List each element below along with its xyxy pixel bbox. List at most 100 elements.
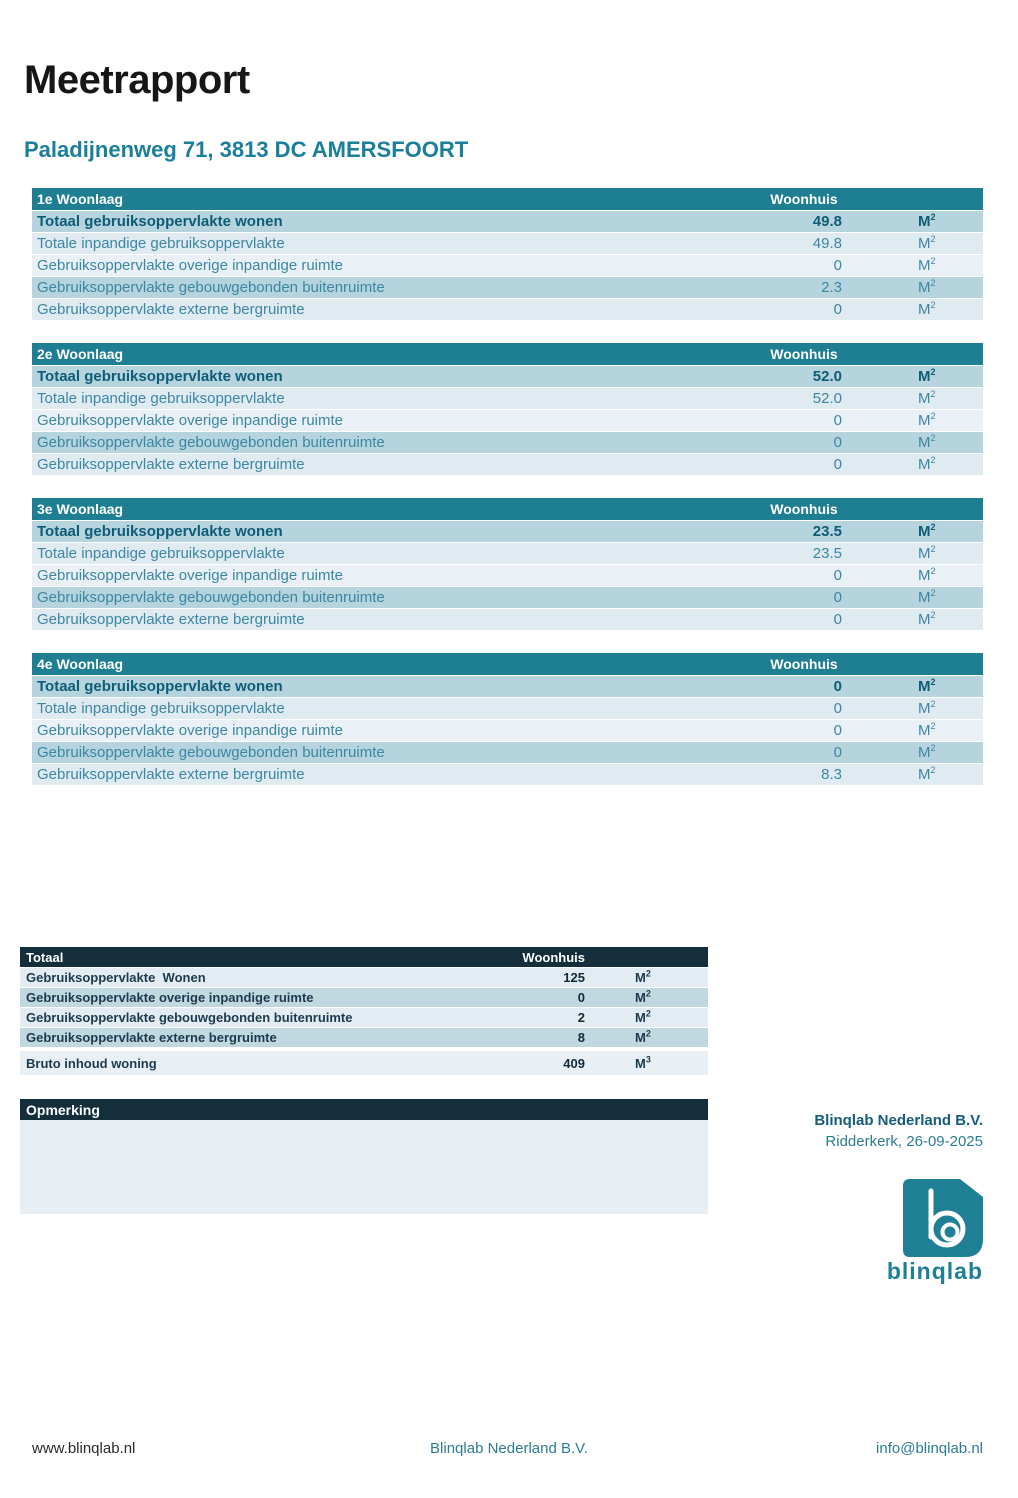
- row-label: Totale inpandige gebruiksoppervlakte: [37, 235, 285, 252]
- unit-base: M: [918, 722, 931, 739]
- row-value: 0: [833, 412, 842, 429]
- floor-table-4: 4e Woonlaag Woonhuis Totaal gebruiksoppe…: [32, 653, 983, 785]
- row-unit: M2: [595, 989, 708, 1005]
- unit-exponent: 2: [930, 566, 936, 576]
- table-row: Gebruiksoppervlakte overige inpandige ru…: [32, 564, 983, 586]
- row-unit: M2: [886, 456, 983, 474]
- row-unit: M2: [886, 766, 983, 784]
- unit-exponent: 2: [930, 544, 936, 554]
- row-unit: M2: [886, 544, 983, 563]
- row-label: Gebruiksoppervlakte externe bergruimte: [26, 1030, 277, 1045]
- row-value: 0: [833, 301, 842, 318]
- row-unit: M2: [886, 368, 983, 386]
- unit-base: M: [918, 412, 931, 429]
- row-value: 8: [577, 1030, 585, 1045]
- row-unit: M2: [886, 234, 983, 253]
- row-label: Gebruiksoppervlakte gebouwgebonden buite…: [37, 744, 385, 761]
- row-label: Totale inpandige gebruiksoppervlakte: [37, 545, 285, 562]
- row-label: Gebruiksoppervlakte gebouwgebonden buite…: [37, 434, 385, 451]
- unit-base: M: [918, 390, 931, 407]
- row-label: Gebruiksoppervlakte overige inpandige ru…: [37, 257, 344, 274]
- unit-exponent: 2: [930, 234, 936, 244]
- unit-exponent: 2: [930, 743, 936, 753]
- page-title: Meetrapport: [24, 58, 250, 102]
- row-value: 52.0: [812, 368, 842, 385]
- remark-body-empty: [20, 1120, 708, 1214]
- row-value: 49.8: [812, 235, 842, 252]
- blinqlab-logo-icon: [903, 1179, 983, 1257]
- row-label: Gebruiksoppervlakte externe bergruimte: [37, 456, 305, 473]
- row-value: 0: [833, 611, 842, 628]
- column-header-woonhuis: Woonhuis: [770, 346, 838, 362]
- row-value: 409: [563, 1055, 585, 1071]
- floor-table-2: 2e Woonlaag Woonhuis Totaal gebruiksoppe…: [32, 343, 983, 475]
- table-row: Gebruiksoppervlakte gebouwgebonden buite…: [32, 586, 983, 608]
- row-unit: M2: [886, 589, 983, 607]
- row-label: Gebruiksoppervlakte overige inpandige ru…: [37, 412, 344, 429]
- row-unit: M2: [886, 523, 983, 541]
- unit-exponent: 2: [930, 721, 936, 731]
- row-value: 0: [833, 744, 842, 761]
- unit-base: M: [918, 434, 931, 451]
- row-value: 0: [833, 567, 842, 584]
- unit-base: M: [918, 567, 931, 584]
- unit-base: M: [918, 545, 931, 562]
- unit-exponent: 2: [930, 677, 936, 687]
- row-label: Bruto inhoud woning: [26, 1055, 157, 1071]
- unit-exponent: 2: [930, 699, 936, 709]
- company-logo: blinqlab: [814, 1179, 983, 1285]
- unit-base: M: [918, 213, 931, 230]
- row-unit: M2: [886, 610, 983, 629]
- unit-exponent: 2: [930, 411, 936, 421]
- unit-base: M: [918, 279, 931, 296]
- row-value: 0: [833, 589, 842, 606]
- table-title: 1e Woonlaag: [37, 191, 124, 207]
- row-label: Gebruiksoppervlakte gebouwgebonden buite…: [37, 279, 385, 296]
- row-value: 49.8: [812, 213, 842, 230]
- row-unit: M2: [886, 743, 983, 762]
- row-value: 125: [563, 970, 585, 985]
- unit-base: M: [635, 1010, 646, 1025]
- unit-base: M: [918, 301, 931, 318]
- row-label: Gebruiksoppervlakte externe bergruimte: [37, 611, 305, 628]
- unit-base: M: [918, 523, 931, 540]
- row-unit: M2: [886, 434, 983, 452]
- table-row: Totale inpandige gebruiksoppervlakte 0 M…: [32, 697, 983, 719]
- row-unit: M2: [595, 1029, 708, 1045]
- row-unit: M2: [886, 213, 983, 231]
- unit-exponent: 2: [930, 300, 936, 310]
- row-value: 2.3: [821, 279, 842, 296]
- row-unit: M2: [886, 300, 983, 319]
- remark-header: Opmerking: [20, 1099, 708, 1120]
- row-label: Totaal gebruiksoppervlakte wonen: [37, 368, 283, 385]
- table-row: Gebruiksoppervlakte externe bergruimte 0…: [32, 608, 983, 630]
- unit-exponent: 2: [930, 278, 936, 288]
- table-header-row: 3e Woonlaag Woonhuis: [32, 498, 983, 520]
- row-unit: M2: [886, 677, 983, 696]
- unit-exponent: 3: [645, 1054, 651, 1065]
- logo-wordmark: blinqlab: [886, 1258, 983, 1284]
- row-unit: M2: [886, 411, 983, 430]
- table-row: Totaal gebruiksoppervlakte wonen 0 M2: [32, 675, 983, 697]
- unit-exponent: 2: [930, 610, 936, 620]
- table-row: Totaal gebruiksoppervlakte wonen 23.5 M2: [32, 520, 983, 542]
- row-unit: M2: [886, 566, 983, 585]
- address-subtitle: Paladijnenweg 71, 3813 DC AMERSFOORT: [24, 137, 469, 162]
- unit-base: M: [918, 368, 931, 385]
- row-label: Gebruiksoppervlakte Wonen: [26, 970, 206, 985]
- row-value: 0: [833, 456, 842, 473]
- table-row: Gebruiksoppervlakte overige inpandige ru…: [32, 719, 983, 741]
- table-row: Totale inpandige gebruiksoppervlakte 23.…: [32, 542, 983, 564]
- footer-email-link[interactable]: info@blinqlab.nl: [876, 1440, 983, 1457]
- table-title: Totaal: [26, 949, 64, 965]
- floor-tables-container: 1e Woonlaag Woonhuis Totaal gebruiksoppe…: [32, 188, 983, 785]
- row-unit: M2: [886, 699, 983, 718]
- table-title: 2e Woonlaag: [37, 346, 124, 362]
- row-unit: M2: [595, 969, 708, 985]
- table-row: Gebruiksoppervlakte Wonen 125 M2: [20, 967, 708, 987]
- totals-table: Totaal Woonhuis Gebruiksoppervlakte Wone…: [20, 947, 708, 1075]
- table-title: 3e Woonlaag: [37, 501, 124, 517]
- footer-company-name: Blinqlab Nederland B.V.: [430, 1440, 588, 1457]
- row-label: Gebruiksoppervlakte overige inpandige ru…: [37, 722, 344, 739]
- row-value: 0: [833, 700, 842, 717]
